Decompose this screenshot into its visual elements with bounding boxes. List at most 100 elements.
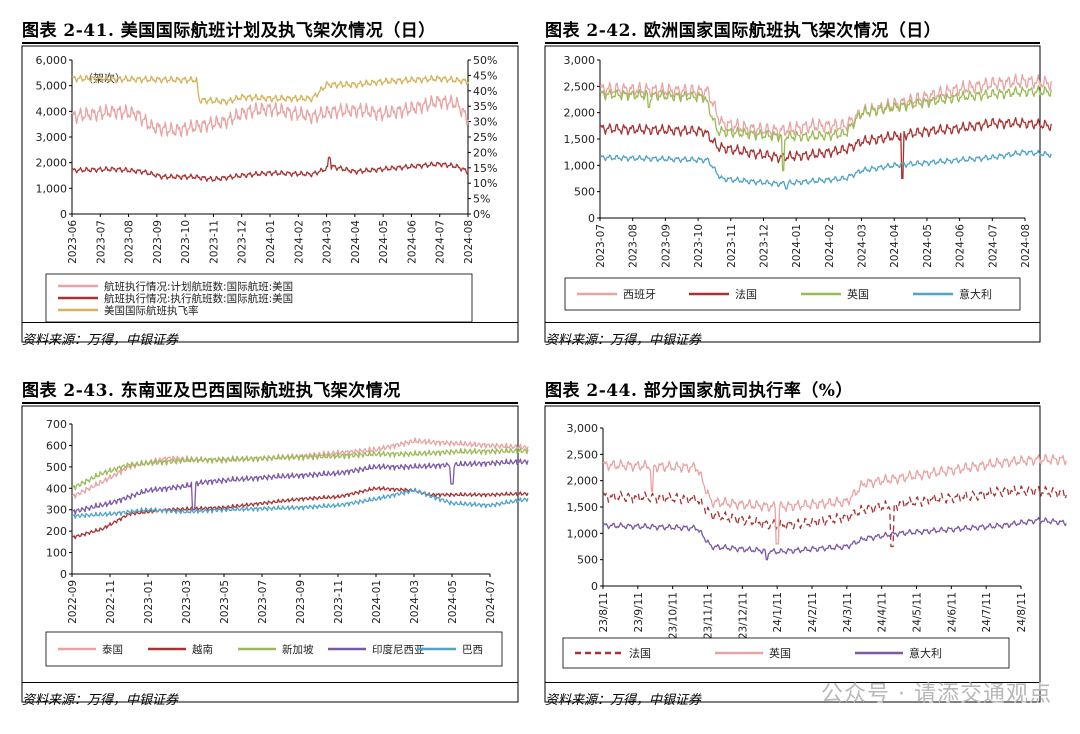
y-tick-label: 700 xyxy=(46,418,67,431)
y-tick-label: 2,500 xyxy=(564,80,596,93)
series-line-1 xyxy=(71,94,469,138)
y-tick-label: 1,000 xyxy=(567,527,599,540)
chart-frame xyxy=(21,45,519,343)
y-tick-label: 0 xyxy=(60,568,67,581)
x-tick-label: 2023-03 xyxy=(181,580,193,624)
legend-label: 法国 xyxy=(629,646,651,660)
y2-tick-label: 0% xyxy=(473,208,490,221)
panel-2-43: 图表 2-43. 东南亚及巴西国际航班执飞架次情况 0 100 200 300 400 5… xyxy=(21,376,529,721)
x-tick-label: 2024-05 xyxy=(922,224,934,268)
x-tick-label: 2023-11 xyxy=(726,224,738,268)
y-tick-label: 5,000 xyxy=(36,80,68,93)
x-tick-label: 24/5/11 xyxy=(912,592,924,632)
series-line-3 xyxy=(599,85,1052,172)
title-rule xyxy=(545,42,1040,44)
x-tick-label: 2023-08 xyxy=(124,220,136,264)
y-tick-label: 600 xyxy=(46,439,67,452)
x-tick-label: 2024-03 xyxy=(322,220,334,264)
x-tick-label: 2023-09 xyxy=(295,580,307,624)
series-line-4 xyxy=(599,149,1052,190)
x-tick-label: 2024-01 xyxy=(371,580,383,624)
legend-label: 新加坡 xyxy=(282,643,314,656)
x-tick-label: 24/6/11 xyxy=(946,592,958,632)
series-line-2 xyxy=(71,486,529,540)
x-tick-label: 24/4/11 xyxy=(877,592,889,632)
chart-frame xyxy=(21,405,519,703)
legend-label: 印度尼西亚 xyxy=(372,643,425,656)
x-tick-label: 23/12/11 xyxy=(737,592,749,639)
legend-label: 英国 xyxy=(847,287,869,301)
x-tick-label: 2024-02 xyxy=(824,224,836,268)
x-tick-label: 2024-05 xyxy=(378,220,390,264)
y2-tick-label: 20% xyxy=(473,146,497,159)
chart-frame xyxy=(544,405,1041,703)
x-tick-label: 2023-07 xyxy=(595,224,607,268)
legend-label: 意大利 xyxy=(959,287,992,301)
x-tick-label: 24/3/11 xyxy=(842,592,854,632)
y-tick-label: 500 xyxy=(577,554,598,567)
y-tick-label: 2,500 xyxy=(567,448,599,461)
x-tick-label: 2024-08 xyxy=(463,220,475,264)
x-tick-label: 24/2/11 xyxy=(807,592,819,632)
x-tick-label: 2023-08 xyxy=(628,224,640,268)
x-tick-label: 2024-08 xyxy=(1020,224,1032,268)
watermark: 公众号 · 请添交通观点 xyxy=(821,682,1052,707)
x-tick-label: 2022-09 xyxy=(67,580,79,624)
chart-2-41: （架次） 0 1,000 2,000 3,000 4,000 5,000 6,000 0% 5%… xyxy=(21,45,519,343)
y2-tick-label: 15% xyxy=(473,162,497,175)
unit-label: （架次） xyxy=(82,71,126,85)
x-tick-label: 2023-12 xyxy=(758,224,770,268)
y2-tick-label: 10% xyxy=(473,177,497,190)
legend-box xyxy=(45,273,473,323)
y-tick-label: 2,000 xyxy=(564,107,596,120)
panel-title: 图表 2-42. 欧洲国家国际航班执飞架次情况（日） xyxy=(545,21,942,41)
series-line-3 xyxy=(71,74,469,106)
y-tick-label: 0 xyxy=(60,208,67,221)
y-tick-label: 200 xyxy=(46,525,67,538)
y-tick-label: 100 xyxy=(46,547,67,560)
y-tick-label: 1,500 xyxy=(564,133,596,146)
series-line-3 xyxy=(602,517,1067,561)
y2-tick-label: 40% xyxy=(473,85,497,98)
y2-tick-label: 35% xyxy=(473,100,497,113)
x-tick-label: 2023-06 xyxy=(67,220,79,264)
y2-tick-label: 25% xyxy=(473,131,497,144)
source-rule xyxy=(22,682,518,683)
x-tick-label: 2024-06 xyxy=(406,220,418,264)
x-tick-label: 2024-03 xyxy=(409,580,421,624)
legend-label: 巴西 xyxy=(462,644,483,656)
y-tick-label: 0 xyxy=(591,580,598,593)
panel-title: 图表 2-44. 部分国家航司执行率（%） xyxy=(545,381,853,401)
legend-label: 航班执行情况:计划航班数:国际航班:美国 xyxy=(104,280,293,293)
source-rule xyxy=(545,682,1040,683)
source-note: 资料来源：万得，中银证券 xyxy=(545,333,702,348)
y2-tick-label: 50% xyxy=(473,54,497,67)
y-tick-label: 500 xyxy=(46,461,67,474)
x-tick-label: 2024-07 xyxy=(485,580,497,624)
y-tick-label: 500 xyxy=(574,186,595,199)
y-tick-label: 3,000 xyxy=(564,54,596,67)
y-tick-label: 0 xyxy=(588,212,595,225)
y2-tick-label: 45% xyxy=(473,69,497,82)
x-tick-label: 2024-07 xyxy=(435,220,447,264)
legend-label: 航班执行情况:执行航班数:国际航班:美国 xyxy=(104,292,293,305)
y-tick-label: 1,500 xyxy=(567,501,599,514)
source-note: 资料来源：万得，中银证券 xyxy=(22,693,179,708)
legend-label: 法国 xyxy=(735,287,757,301)
series-line-1 xyxy=(599,73,1052,140)
panel-title: 图表 2-43. 东南亚及巴西国际航班执飞架次情况 xyxy=(22,381,401,401)
x-tick-label: 2023-07 xyxy=(95,220,107,264)
x-tick-label: 2024-02 xyxy=(293,220,305,264)
series-line-2 xyxy=(602,453,1067,545)
y-tick-label: 6,000 xyxy=(36,54,68,67)
x-tick-label: 2023-10 xyxy=(693,224,705,268)
legend-label: 意大利 xyxy=(909,646,942,660)
y-tick-label: 1,000 xyxy=(36,182,68,195)
x-tick-label: 2023-11 xyxy=(333,580,345,624)
x-tick-label: 2024-01 xyxy=(791,224,803,268)
x-tick-label: 2023-09 xyxy=(152,220,164,264)
chart-2-43: 0 100 200 300 400 500 600 700 2022-09 2022-11 2023… xyxy=(21,405,529,703)
chart-frame xyxy=(544,45,1041,343)
y-tick-label: 300 xyxy=(46,504,67,517)
legend-label: 西班牙 xyxy=(623,288,656,301)
